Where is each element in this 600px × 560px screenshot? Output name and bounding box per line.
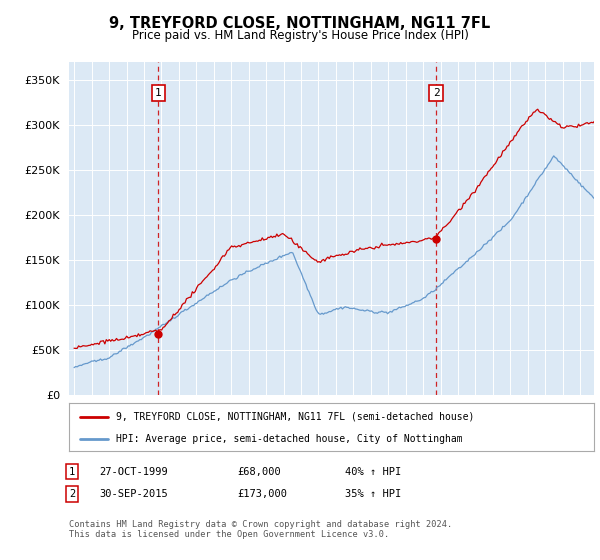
Text: 9, TREYFORD CLOSE, NOTTINGHAM, NG11 7FL (semi-detached house): 9, TREYFORD CLOSE, NOTTINGHAM, NG11 7FL … <box>116 412 475 422</box>
Text: HPI: Average price, semi-detached house, City of Nottingham: HPI: Average price, semi-detached house,… <box>116 434 463 444</box>
Text: 1: 1 <box>69 466 75 477</box>
Text: £68,000: £68,000 <box>237 466 281 477</box>
Text: 35% ↑ HPI: 35% ↑ HPI <box>345 489 401 499</box>
Text: 30-SEP-2015: 30-SEP-2015 <box>99 489 168 499</box>
Text: 9, TREYFORD CLOSE, NOTTINGHAM, NG11 7FL: 9, TREYFORD CLOSE, NOTTINGHAM, NG11 7FL <box>109 16 491 31</box>
Text: Contains HM Land Registry data © Crown copyright and database right 2024.
This d: Contains HM Land Registry data © Crown c… <box>69 520 452 539</box>
Text: 2: 2 <box>69 489 75 499</box>
Text: Price paid vs. HM Land Registry's House Price Index (HPI): Price paid vs. HM Land Registry's House … <box>131 29 469 42</box>
Text: 40% ↑ HPI: 40% ↑ HPI <box>345 466 401 477</box>
Text: 1: 1 <box>155 88 161 98</box>
Text: 2: 2 <box>433 88 440 98</box>
Text: £173,000: £173,000 <box>237 489 287 499</box>
Text: 27-OCT-1999: 27-OCT-1999 <box>99 466 168 477</box>
